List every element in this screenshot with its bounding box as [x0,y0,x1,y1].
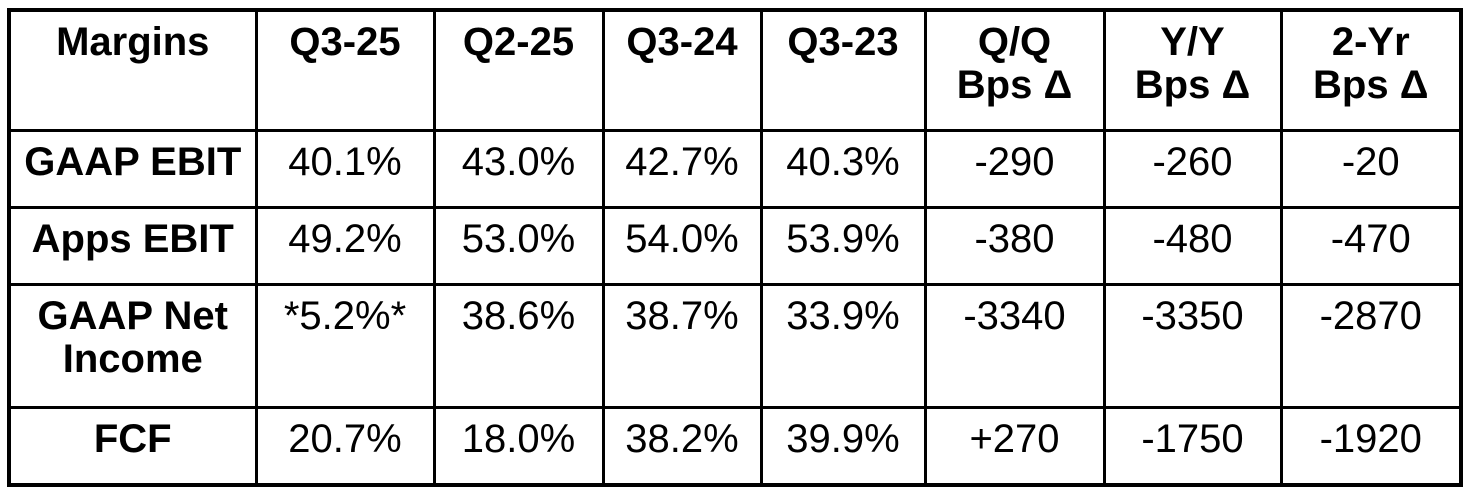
data-cell: 43.0% [432,128,605,209]
data-cell: 54.0% [601,205,763,286]
data-cell: -380 [923,205,1106,286]
margins-table: Margins Q3-25 Q2-25 Q3-24 Q3-23 Q/Q Bps … [7,8,1463,487]
data-cell: 39.9% [759,405,927,487]
header-cell-qq-bps-delta: Q/Q Bps Δ [923,8,1106,132]
row-label-fcf: FCF [7,405,258,487]
data-cell: -3340 [923,282,1106,409]
table-row-gaap-net-income: GAAP Net Income *5.2%* 38.6% 38.7% 33.9%… [7,282,1463,409]
header-row: Margins Q3-25 Q2-25 Q3-24 Q3-23 Q/Q Bps … [7,8,1463,132]
data-cell: 20.7% [254,405,436,487]
data-cell: 38.6% [432,282,605,409]
data-cell: 18.0% [432,405,605,487]
row-label-gaap-net-income: GAAP Net Income [7,282,258,409]
data-cell: 42.7% [601,128,763,209]
data-cell: 53.9% [759,205,927,286]
header-cell-q2-25: Q2-25 [432,8,605,132]
header-cell-margins: Margins [7,8,258,132]
data-cell: 40.3% [759,128,927,209]
header-cell-q3-23: Q3-23 [759,8,927,132]
row-label-gaap-ebit: GAAP EBIT [7,128,258,209]
table-row-fcf: FCF 20.7% 18.0% 38.2% 39.9% +270 -1750 -… [7,405,1463,487]
data-cell: 38.7% [601,282,763,409]
data-cell: -2870 [1279,282,1463,409]
data-cell: 33.9% [759,282,927,409]
table-row-gaap-ebit: GAAP EBIT 40.1% 43.0% 42.7% 40.3% -290 -… [7,128,1463,209]
data-cell: -1920 [1279,405,1463,487]
data-cell: -1750 [1102,405,1283,487]
data-cell: 40.1% [254,128,436,209]
data-cell: 38.2% [601,405,763,487]
data-cell: -20 [1279,128,1463,209]
header-cell-q3-24: Q3-24 [601,8,763,132]
data-cell: -260 [1102,128,1283,209]
data-cell: -470 [1279,205,1463,286]
data-cell: -3350 [1102,282,1283,409]
table-row-apps-ebit: Apps EBIT 49.2% 53.0% 54.0% 53.9% -380 -… [7,205,1463,286]
header-cell-q3-25: Q3-25 [254,8,436,132]
data-cell: 53.0% [432,205,605,286]
data-cell: -290 [923,128,1106,209]
header-cell-yy-bps-delta: Y/Y Bps Δ [1102,8,1283,132]
data-cell: +270 [923,405,1106,487]
row-label-apps-ebit: Apps EBIT [7,205,258,286]
header-cell-2yr-bps-delta: 2-Yr Bps Δ [1279,8,1463,132]
data-cell: *5.2%* [254,282,436,409]
data-cell: -480 [1102,205,1283,286]
data-cell: 49.2% [254,205,436,286]
